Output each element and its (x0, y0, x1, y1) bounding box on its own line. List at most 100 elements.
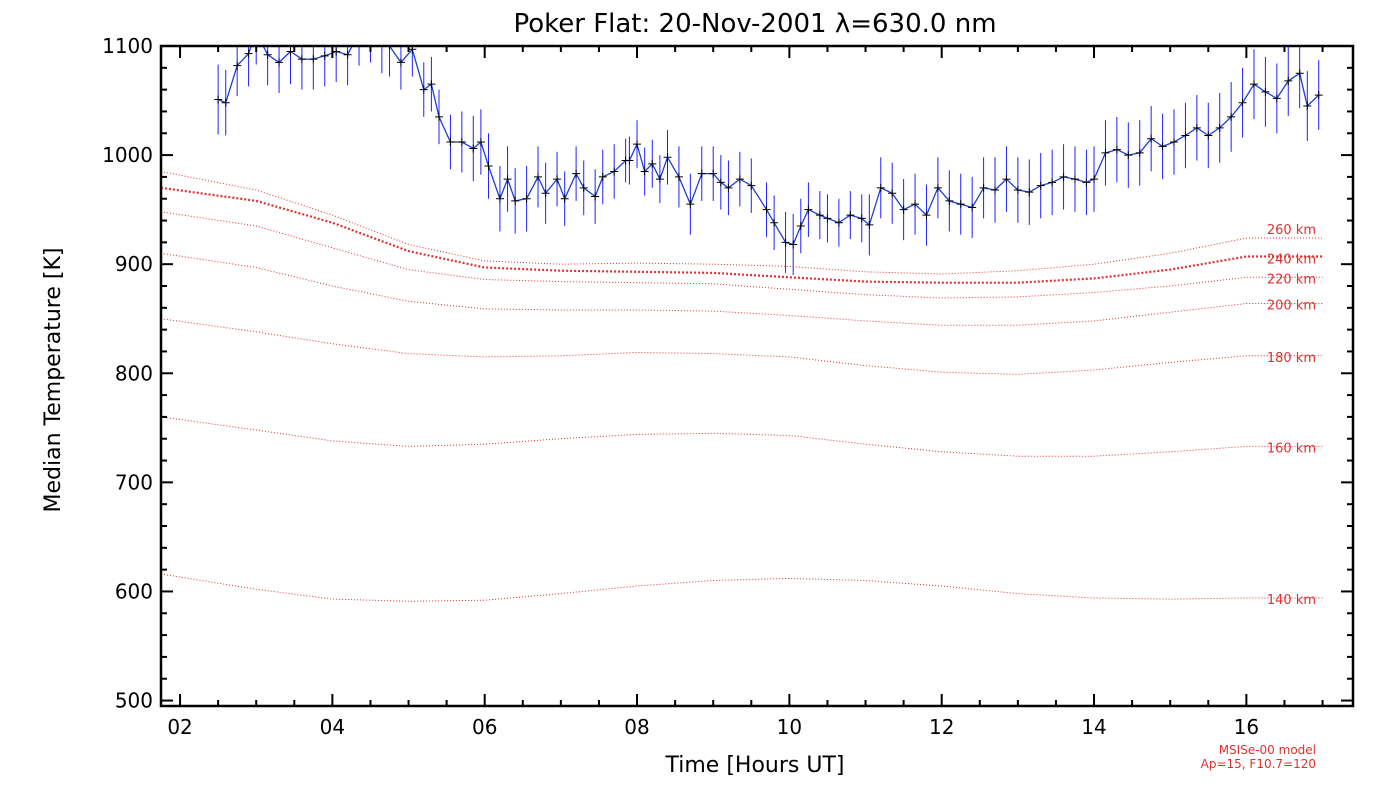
data-point (640, 167, 649, 176)
y-tick-label: 1000 (102, 143, 153, 167)
data-point (979, 183, 988, 192)
data-point (579, 183, 588, 192)
data-point (933, 183, 942, 192)
data-point (697, 169, 706, 178)
data-point (716, 178, 725, 187)
data-point (747, 181, 756, 190)
data-point (1147, 134, 1156, 143)
data-point (503, 175, 512, 184)
data-point (343, 50, 352, 59)
data-point (560, 194, 569, 203)
data-point (495, 194, 504, 203)
data-point (1192, 123, 1201, 132)
data-point (1070, 175, 1079, 184)
data-point (781, 238, 790, 247)
data-point (366, 26, 374, 34)
data-point (735, 175, 744, 184)
data-point (484, 162, 493, 170)
model-curve-label: 140 km (1267, 593, 1316, 608)
plot-frame (159, 44, 1355, 708)
model-curve-label: 260 km (1267, 223, 1316, 238)
data-point (263, 50, 272, 59)
data-point (899, 205, 908, 214)
data-point (214, 95, 223, 104)
y-tick-label: 1100 (102, 34, 153, 58)
data-point (435, 112, 444, 121)
x-tick-label: 12 (929, 715, 954, 739)
data-point (1284, 76, 1293, 85)
data-point (911, 200, 920, 209)
y-tick-label: 600 (115, 579, 153, 603)
y-axis-label: Median Temperature [K] (41, 248, 66, 513)
data-point (1135, 148, 1144, 157)
data-point (1261, 87, 1270, 96)
data-point (541, 189, 550, 198)
data-point (1025, 188, 1034, 197)
data-point (534, 172, 543, 181)
data-point (1204, 131, 1213, 140)
y-axis: 500 600 700 800 900 1000 1100 (102, 34, 1353, 713)
data-point (1124, 151, 1133, 160)
model-curve (161, 252, 1323, 326)
data-point (1272, 94, 1281, 103)
x-tick-label: 14 (1081, 715, 1106, 739)
data-point (815, 211, 824, 220)
data-point (888, 189, 897, 198)
data-point (591, 192, 600, 201)
data-point (709, 169, 718, 178)
plot-area: 260 km 240 km 220 km 200 km 180 km 160 km 140 … (159, 26, 1355, 708)
data-point (309, 55, 318, 64)
data-point (1048, 178, 1057, 187)
data-point (956, 200, 965, 209)
data-point (522, 194, 531, 203)
data-point (1227, 112, 1236, 121)
data-point (789, 240, 798, 249)
data-point (1101, 148, 1110, 157)
data-point (572, 169, 581, 178)
data-point (233, 61, 242, 70)
data-point (648, 159, 657, 168)
data-point (1295, 69, 1304, 78)
data-point (724, 183, 733, 192)
data-point (770, 218, 779, 227)
data-point (1158, 142, 1167, 151)
data-point (762, 205, 771, 214)
model-curve-label: 200 km (1267, 298, 1316, 313)
data-point (286, 47, 295, 56)
data-point (1013, 186, 1022, 194)
data-point (1303, 102, 1312, 110)
model-curve-label: 240 km (1267, 253, 1316, 268)
data-point (968, 203, 977, 212)
data-point (876, 183, 885, 192)
data-point (945, 196, 954, 205)
x-axis: 02 04 06 08 10 12 14 16 (167, 46, 1324, 739)
data-point (834, 218, 843, 227)
x-tick-label: 02 (167, 715, 192, 739)
data-point (633, 140, 642, 149)
data-point (1002, 175, 1011, 184)
x-tick-label: 10 (777, 715, 802, 739)
measurement-line (217, 46, 1320, 246)
data-point (419, 85, 428, 94)
data-point (991, 186, 1000, 194)
x-tick-label: 08 (624, 715, 649, 739)
model-curve (161, 211, 1323, 299)
data-point (857, 214, 866, 223)
data-point (221, 98, 230, 107)
data-point (275, 58, 284, 67)
model-note-line-1: MSISe-00 model (1219, 743, 1316, 757)
y-tick-label: 800 (115, 361, 153, 385)
data-point (796, 222, 805, 230)
data-point (663, 153, 672, 162)
data-point (427, 80, 436, 89)
data-point (297, 55, 306, 64)
y-tick-label: 900 (115, 252, 153, 276)
chart-title: Poker Flat: 20-Nov-2001 λ=630.0 nm (513, 9, 996, 39)
data-point (655, 175, 664, 184)
data-point (865, 220, 874, 229)
x-tick-label: 06 (472, 715, 497, 739)
model-curve (161, 186, 1323, 284)
data-point (625, 156, 634, 165)
model-curve (161, 416, 1323, 457)
